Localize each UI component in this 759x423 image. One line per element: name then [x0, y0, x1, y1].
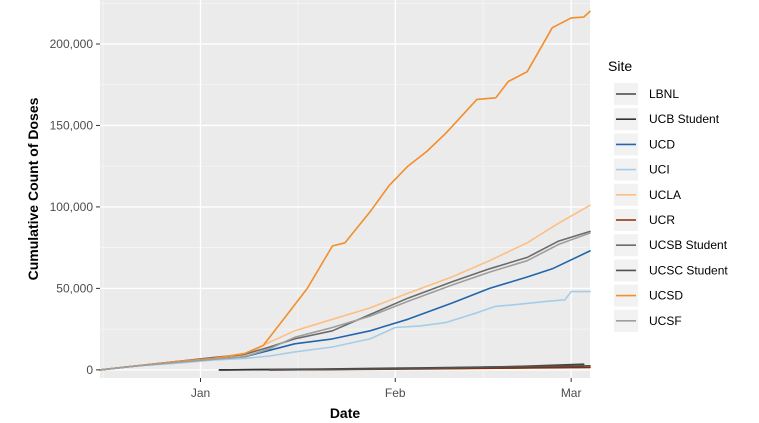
x-tick-label: Jan — [191, 386, 210, 400]
legend-label: UCR — [649, 213, 675, 227]
legend-label: UCI — [649, 163, 670, 177]
y-tick-label: 150,000 — [50, 118, 94, 132]
y-tick-label: 200,000 — [50, 37, 94, 51]
x-tick-label: Feb — [385, 386, 406, 400]
y-tick-label: 0 — [86, 363, 93, 377]
legend-label: UCLA — [649, 188, 681, 202]
legend-label: UCSB Student — [649, 238, 728, 252]
legend-label: UCSC Student — [649, 263, 728, 277]
series-line-ucsc-student — [268, 365, 591, 371]
legend-label: UCSD — [649, 289, 683, 303]
gridlines — [100, 0, 590, 378]
legend-label: UCSF — [649, 314, 682, 328]
series-lines — [99, 10, 591, 371]
series-line-ucsf — [99, 232, 591, 371]
x-axis-title: Date — [330, 405, 361, 421]
series-line-ucsd — [99, 10, 591, 371]
y-tick-label: 50,000 — [56, 281, 93, 295]
y-tick-label: 100,000 — [50, 200, 94, 214]
y-axis-title: Cumulative Count of Doses — [25, 97, 41, 280]
y-axis-ticks: 0 50,000 100,000 150,000 200,000 — [50, 37, 100, 377]
x-axis-ticks: Jan Feb Mar — [191, 378, 582, 400]
x-tick-label: Mar — [561, 386, 582, 400]
legend-label: LBNL — [649, 87, 679, 101]
legend-title: Site — [608, 58, 632, 74]
legend-label: UCD — [649, 137, 675, 151]
legend-label: UCB Student — [649, 112, 720, 126]
legend: Site LBNL UCB Student UCD UCI UCLA UCR UCSB St… — [608, 58, 728, 332]
plot-panel — [100, 0, 590, 378]
